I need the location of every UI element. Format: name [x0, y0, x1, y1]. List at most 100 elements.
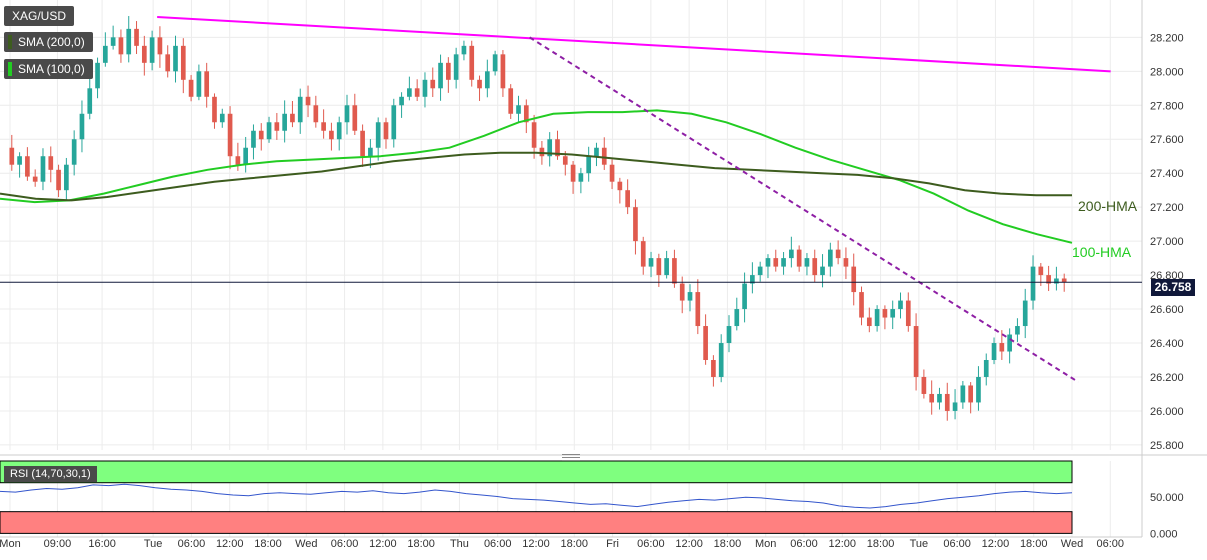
y-tick-label: 28.000 — [1150, 66, 1184, 78]
candle-body — [141, 45, 147, 63]
candle-body — [407, 88, 412, 97]
candle-body — [711, 360, 716, 377]
candle-body — [679, 283, 685, 301]
candle-body — [469, 45, 475, 80]
x-tick-label: 06:00 — [637, 538, 665, 550]
x-tick-label: 18:00 — [714, 538, 742, 550]
candle-body — [446, 62, 451, 80]
sma100-label: SMA (100,0) — [18, 62, 85, 76]
candle-body — [290, 113, 295, 123]
rsi-overbought-zone — [0, 460, 1073, 484]
candle-body — [656, 258, 662, 276]
candle-body — [734, 309, 740, 327]
candle-body — [601, 147, 607, 165]
x-tick-label: 16:00 — [88, 538, 116, 550]
x-tick-label: 12:00 — [829, 538, 857, 550]
candle-body — [17, 156, 22, 165]
x-tick-label: 06:00 — [331, 538, 359, 550]
candle-body — [430, 79, 436, 89]
sma200-legend-box: SMA (200,0) — [4, 32, 93, 52]
candle-body — [890, 309, 896, 318]
candle-body — [718, 343, 724, 377]
candle-body — [1038, 266, 1044, 276]
candle-body — [991, 343, 997, 360]
candle-body — [687, 292, 693, 301]
candle-body — [937, 393, 942, 403]
y-tick-label: 26.000 — [1150, 406, 1184, 418]
candle-body — [344, 105, 350, 123]
candle-body — [64, 164, 69, 191]
x-tick-label: 18:00 — [1020, 538, 1048, 550]
candle-body — [617, 181, 623, 191]
candle-body — [149, 37, 155, 63]
candle-body — [258, 130, 264, 140]
rsi-oversold-zone — [0, 511, 1073, 534]
x-tick-label: 06:00 — [1097, 538, 1125, 550]
candle-body — [827, 249, 833, 267]
y-tick-label: 28.200 — [1150, 32, 1184, 44]
candle-body — [586, 156, 592, 174]
candle-body — [165, 54, 171, 72]
candle-body — [562, 156, 568, 165]
rsi-legend[interactable]: RSI (14,70,30,1) — [4, 466, 97, 482]
x-tick-label: 06:00 — [178, 538, 206, 550]
candle-body — [874, 309, 880, 327]
y-tick-label: 25.800 — [1150, 440, 1184, 452]
candle-body — [157, 37, 163, 55]
x-tick-label: 12:00 — [216, 538, 244, 550]
candle-body — [781, 258, 786, 267]
sma200-label: SMA (200,0) — [18, 35, 85, 49]
candle-body — [461, 45, 467, 55]
candle-body — [274, 122, 280, 131]
candle-body — [297, 96, 303, 123]
resistance-trend-line — [157, 15, 1111, 73]
candle-body — [383, 122, 389, 140]
candle-body — [742, 283, 747, 310]
candle-body — [305, 96, 311, 106]
candle-body — [578, 173, 584, 182]
candle-body — [118, 37, 124, 55]
candle-body — [648, 258, 654, 267]
panel-splitter-handle[interactable] — [562, 454, 580, 461]
candle-body — [851, 266, 857, 293]
candle-body — [196, 71, 202, 97]
falling-trend-line — [529, 36, 1079, 383]
x-tick-label: 09:00 — [44, 538, 72, 550]
candle-body — [531, 122, 537, 148]
candle-body — [204, 71, 210, 97]
y-tick-label: 27.800 — [1150, 100, 1184, 112]
candle-body — [570, 164, 576, 182]
candle-body — [765, 258, 771, 267]
candle-body — [859, 292, 864, 318]
symbol-label: XAG/USD — [4, 6, 75, 26]
candle-body — [905, 300, 911, 327]
candle-body — [180, 45, 186, 80]
candle-body — [173, 45, 178, 72]
candle-body — [484, 71, 490, 89]
candle-body — [820, 266, 825, 276]
candle-body — [983, 360, 989, 377]
candle-body — [95, 62, 100, 89]
x-tick-label: 12:00 — [522, 538, 550, 550]
candle-body — [219, 113, 225, 123]
symbol-legend[interactable]: XAG/USD — [4, 6, 75, 26]
candle-body — [110, 37, 116, 46]
candle-body — [944, 393, 950, 411]
sma200-legend[interactable]: SMA (200,0) — [4, 32, 93, 52]
candle-body — [516, 105, 521, 114]
y-tick-label: 26.200 — [1150, 372, 1184, 384]
x-tick-label: 12:00 — [675, 538, 703, 550]
candle-body — [134, 28, 139, 46]
candle-body — [555, 139, 560, 157]
candle-body — [352, 105, 358, 131]
y-tick-label: 27.400 — [1150, 168, 1184, 180]
candle-body — [414, 88, 420, 97]
y-tick-label: 27.000 — [1150, 236, 1184, 248]
x-tick-label: Wed — [295, 538, 317, 550]
x-tick-label: 18:00 — [254, 538, 282, 550]
candle-body — [422, 79, 428, 97]
candle-body — [1030, 266, 1036, 301]
sma100-legend[interactable]: SMA (100,0) — [4, 59, 93, 79]
